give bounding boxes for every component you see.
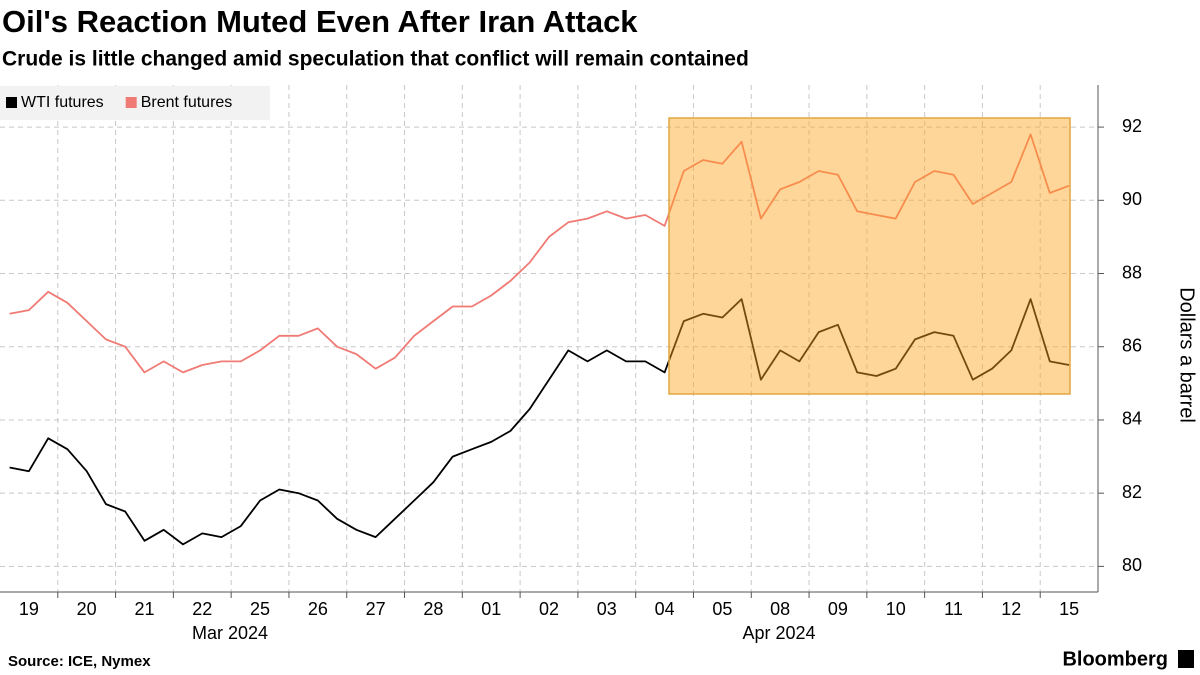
grid — [0, 85, 1098, 592]
brand-icon — [1178, 650, 1194, 668]
y-tick-label: 90 — [1122, 189, 1142, 209]
chart-subtitle: Crude is little changed amid speculation… — [2, 48, 749, 71]
x-tick-label: 10 — [886, 599, 906, 619]
x-tick-label: 25 — [250, 599, 270, 619]
y-axis-label: Dollars a barrel — [1176, 287, 1198, 423]
y-tick-label: 92 — [1122, 116, 1142, 136]
y-tick-label: 84 — [1122, 409, 1142, 429]
x-tick-label: 05 — [712, 599, 732, 619]
source: Source: ICE, Nymex — [8, 653, 151, 670]
plot-lines — [9, 133, 1070, 546]
x-tick-label: 27 — [366, 599, 386, 619]
x-tick-label: 15 — [1059, 599, 1079, 619]
x-tick-label: 02 — [539, 599, 559, 619]
x-tick-label: 11 — [944, 599, 963, 619]
x-tick-label: 03 — [597, 599, 617, 619]
legend-label: WTI futures — [21, 94, 104, 111]
x-tick-label: 28 — [423, 599, 443, 619]
legend-swatch — [6, 97, 17, 108]
y-tick-label: 86 — [1122, 335, 1142, 355]
legend-swatch — [125, 97, 137, 108]
y-tick-label: 88 — [1122, 262, 1142, 282]
x-tick-label: 26 — [308, 599, 328, 619]
x-tick-label: 12 — [1001, 599, 1021, 619]
x-tick-label: 21 — [134, 599, 154, 619]
legend-label: Brent futures — [141, 94, 233, 111]
x-tick-label: 20 — [77, 599, 97, 619]
x-group-label: Mar 2024 — [192, 623, 268, 643]
y-tick-label: 82 — [1122, 482, 1142, 502]
x-tick-label: 01 — [481, 599, 501, 619]
highlight-box — [668, 117, 1071, 395]
series-line — [9, 298, 1070, 546]
y-tick-label: 80 — [1122, 555, 1142, 575]
x-tick-label: 08 — [770, 599, 790, 619]
x-tick-label: 22 — [192, 599, 212, 619]
chart-title: Oil's Reaction Muted Even After Iran Att… — [2, 4, 638, 39]
x-tick-label: 04 — [655, 599, 675, 619]
x-tick-label: 19 — [19, 599, 39, 619]
x-tick-label: 09 — [828, 599, 848, 619]
brand: Bloomberg — [1062, 648, 1168, 670]
x-group-label: Apr 2024 — [742, 623, 815, 643]
series-line — [9, 133, 1070, 374]
axes: 80 82 84 86 88 90 92 19 20 21 22 25 26 27 28 01 02 03 04 05… — [0, 116, 1142, 643]
